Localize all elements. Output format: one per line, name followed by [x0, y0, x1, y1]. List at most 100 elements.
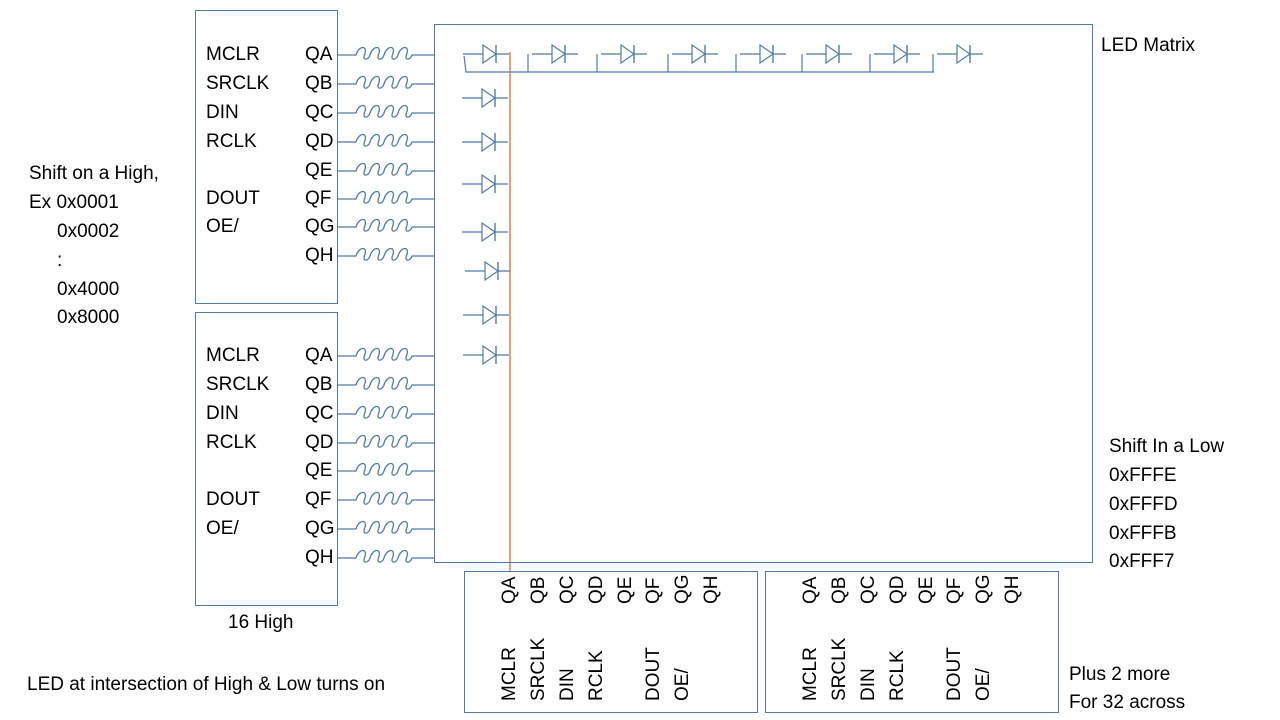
led-diode-icon — [740, 43, 786, 65]
pin-label: OE/ — [973, 668, 994, 701]
led-diode-icon — [937, 43, 983, 65]
output-pin-label: QE — [615, 576, 636, 604]
pin-label: RCLK — [206, 131, 257, 152]
pin-label: RCLK — [887, 650, 908, 701]
note-line: Shift on a High, — [29, 163, 159, 184]
output-pin-label: QF — [643, 577, 664, 604]
note-line: 0x4000 — [57, 279, 120, 300]
note-line: Ex 0x0001 — [29, 192, 119, 213]
pin-label: MCLR — [206, 44, 260, 65]
output-pin-label: QH — [305, 547, 334, 568]
resistor — [337, 549, 435, 563]
output-pin-label: QH — [701, 575, 722, 605]
pin-label: RCLK — [586, 650, 607, 701]
led-diode-icon — [532, 43, 578, 65]
shift-register-bottom-center — [464, 571, 758, 713]
resistor — [337, 405, 435, 419]
output-pin-label: QE — [305, 460, 333, 481]
pin-label: DOUT — [206, 489, 260, 510]
sixteen-high-label: 16 High — [228, 612, 294, 633]
note-line: 0xFFFB — [1109, 523, 1177, 544]
output-pin-label: QB — [528, 576, 549, 604]
resistor — [337, 247, 435, 261]
output-pin-label: QA — [800, 576, 821, 604]
note-line: Shift In a Low — [1109, 436, 1225, 457]
pin-label: OE/ — [672, 668, 693, 701]
led-diode-icon — [874, 43, 920, 65]
led-diode-icon — [672, 43, 718, 65]
pin-label: SRCLK — [829, 637, 850, 701]
pin-label: OE/ — [206, 518, 239, 539]
pin-label: DIN — [858, 668, 879, 701]
pin-label: DOUT — [643, 647, 664, 701]
led-diode-icon — [462, 221, 508, 243]
output-pin-label: QE — [305, 160, 333, 181]
resistor — [337, 75, 435, 89]
intersection-note: LED at intersection of High & Low turns … — [27, 674, 386, 695]
output-pin-label: QG — [672, 574, 693, 604]
resistor — [337, 104, 435, 118]
led-diode-icon — [463, 43, 509, 65]
output-pin-label: QD — [305, 432, 334, 453]
pin-label: DIN — [206, 403, 239, 424]
pin-label: DOUT — [944, 647, 965, 701]
output-pin-label: QB — [829, 576, 850, 604]
output-pin-label: QF — [305, 489, 332, 510]
resistor — [337, 520, 435, 534]
output-pin-label: QE — [916, 576, 937, 604]
pin-label: SRCLK — [528, 637, 549, 701]
note-line: 0xFFFD — [1109, 494, 1178, 515]
shift-register-bottom-right — [765, 571, 1059, 713]
shift-register-bottom — [195, 312, 338, 606]
pin-label: MCLR — [499, 647, 520, 701]
output-pin-label: QC — [305, 102, 334, 123]
output-pin-label: QG — [305, 216, 335, 237]
output-pin-label: QC — [557, 575, 578, 605]
note-line: 0xFFF7 — [1109, 551, 1175, 572]
resistor — [337, 190, 435, 204]
led-diode-icon — [463, 344, 509, 366]
output-pin-label: QG — [305, 518, 335, 539]
output-pin-label: QB — [305, 73, 333, 94]
output-pin-label: QF — [944, 577, 965, 604]
resistor — [337, 376, 435, 390]
output-pin-label: QH — [1002, 575, 1023, 605]
output-pin-label: QA — [305, 345, 333, 366]
led-diode-icon — [601, 43, 647, 65]
output-pin-label: QC — [858, 575, 879, 605]
led-diode-icon — [806, 43, 852, 65]
led-matrix-title: LED Matrix — [1101, 35, 1195, 56]
pin-label: SRCLK — [206, 73, 270, 94]
pin-label: SRCLK — [206, 374, 270, 395]
output-pin-label: QC — [305, 403, 334, 424]
output-pin-label: QD — [305, 131, 334, 152]
output-pin-label: QA — [499, 576, 520, 604]
pin-label: OE/ — [206, 216, 239, 237]
output-pin-label: QH — [305, 245, 334, 266]
led-diode-icon — [463, 304, 509, 326]
resistor — [337, 162, 435, 176]
output-pin-label: QD — [586, 575, 607, 605]
led-matrix — [434, 24, 1093, 563]
resistor — [337, 491, 435, 505]
resistor — [337, 133, 435, 147]
note-line: 0x0002 — [57, 221, 120, 242]
led-diode-icon — [462, 173, 508, 195]
led-group — [462, 43, 983, 366]
output-pin-label: QB — [305, 374, 333, 395]
plus-more-note-line2: For 32 across — [1069, 692, 1186, 713]
note-line: 0x8000 — [57, 307, 120, 328]
resistor — [337, 434, 435, 448]
note-line: : — [57, 250, 63, 271]
pin-label: DIN — [557, 668, 578, 701]
plus-more-note-line1: Plus 2 more — [1069, 664, 1171, 685]
output-pin-label: QD — [887, 575, 908, 605]
resistor — [337, 46, 435, 60]
pin-label: DOUT — [206, 188, 260, 209]
output-pin-label: QA — [305, 44, 333, 65]
resistor — [337, 462, 435, 476]
resistor — [337, 218, 435, 232]
pin-label: MCLR — [800, 647, 821, 701]
output-pin-label: QG — [973, 574, 994, 604]
